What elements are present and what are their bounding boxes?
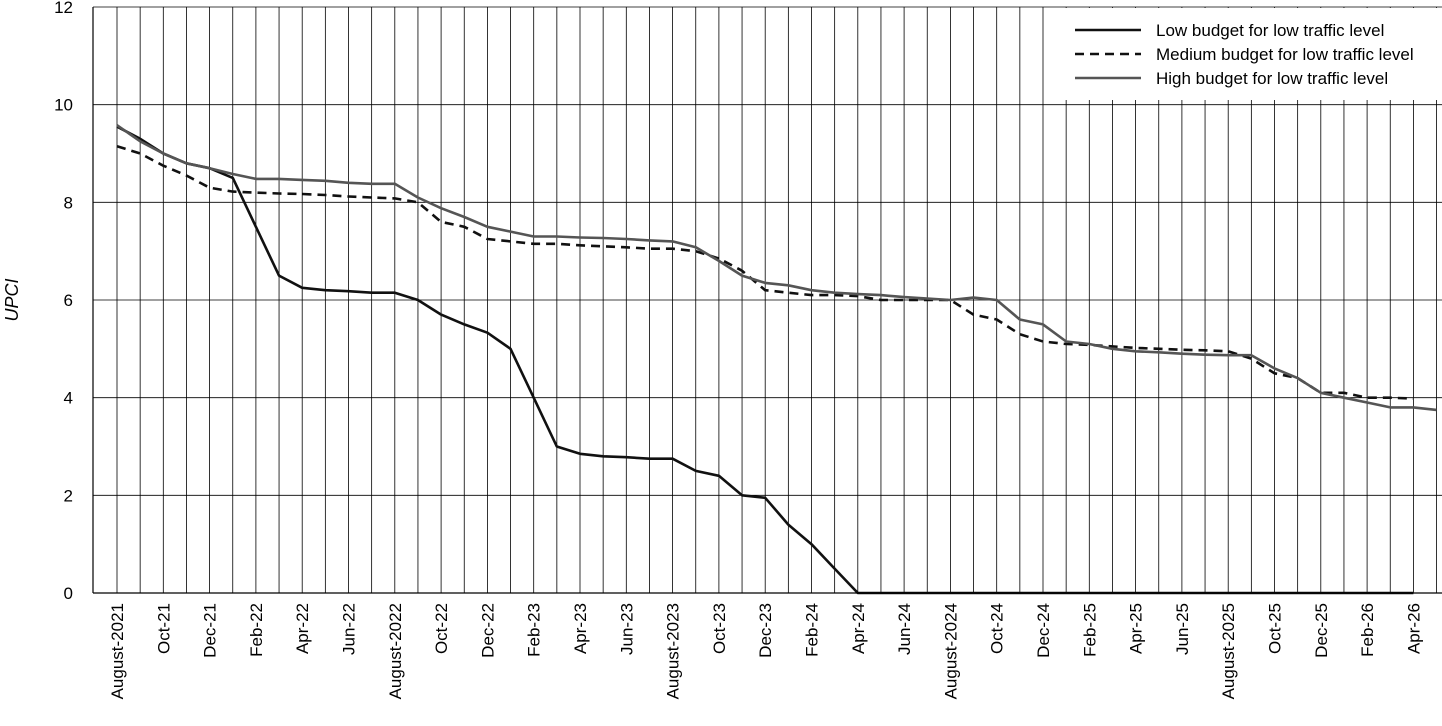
x-tick-label: Apr-24 — [849, 603, 868, 654]
y-tick-label: 10 — [54, 96, 73, 115]
series-line — [116, 125, 1414, 595]
x-tick-label: Dec-25 — [1312, 603, 1331, 658]
x-tick-label: Feb-24 — [803, 603, 822, 657]
axes — [92, 7, 1442, 594]
y-axis-title: UPCI — [2, 278, 22, 321]
x-tick-label: Apr-25 — [1127, 603, 1146, 654]
y-tick-label: 12 — [54, 0, 73, 17]
series-lines — [116, 124, 1437, 595]
x-tick-label: Apr-23 — [571, 603, 590, 654]
x-tick-label: August-2025 — [1219, 603, 1238, 699]
x-tick-label: Dec-21 — [201, 603, 220, 658]
x-tick-label: Dec-22 — [478, 603, 497, 658]
x-tick-label: Feb-25 — [1080, 603, 1099, 657]
x-tick-label: Jun-24 — [895, 603, 914, 655]
legend-label: High budget for low traffic level — [1156, 69, 1388, 88]
x-tick-label: Apr-22 — [293, 603, 312, 654]
y-tick-label: 2 — [64, 486, 73, 505]
y-tick-label: 6 — [64, 291, 73, 310]
x-tick-label: August-2021 — [108, 603, 127, 699]
x-tick-label: Apr-26 — [1404, 603, 1423, 654]
x-tick-label: Oct-24 — [988, 603, 1007, 654]
x-tick-label: Feb-26 — [1358, 603, 1377, 657]
x-tick-label: Oct-21 — [154, 603, 173, 654]
x-tick-label: Dec-23 — [756, 603, 775, 658]
series-line — [116, 144, 1414, 400]
y-tick-label: 4 — [64, 389, 73, 408]
x-tick-label: Oct-22 — [432, 603, 451, 654]
x-tick-label: August-2023 — [664, 603, 683, 699]
x-tick-label: Jun-23 — [617, 603, 636, 655]
x-tick-labels: August-2021 Oct-21 Dec-21 Feb-22 Apr-22 Jun-2… — [108, 603, 1423, 699]
y-tick-labels: 0 2 4 6 8 10 12 — [54, 0, 73, 603]
x-tick-label: August-2022 — [386, 603, 405, 699]
x-tick-label: Oct-23 — [710, 603, 729, 654]
legend-label: Low budget for low traffic level — [1156, 21, 1384, 40]
x-tick-label: Feb-22 — [247, 603, 266, 657]
legend: Low budget for low traffic level Medium b… — [1058, 8, 1440, 100]
x-tick-label: August-2024 — [941, 603, 960, 699]
x-tick-label: Jun-22 — [340, 603, 359, 655]
series-line — [116, 124, 1437, 412]
y-tick-label: 8 — [64, 193, 73, 212]
y-tick-label: 0 — [64, 584, 73, 603]
legend-label: Medium budget for low traffic level — [1156, 45, 1414, 64]
x-tick-label: Dec-24 — [1034, 603, 1053, 658]
x-tick-label: Oct-25 — [1266, 603, 1285, 654]
grid-lines — [93, 6, 1442, 594]
x-tick-label: Feb-23 — [525, 603, 544, 657]
x-tick-label: Jun-25 — [1173, 603, 1192, 655]
